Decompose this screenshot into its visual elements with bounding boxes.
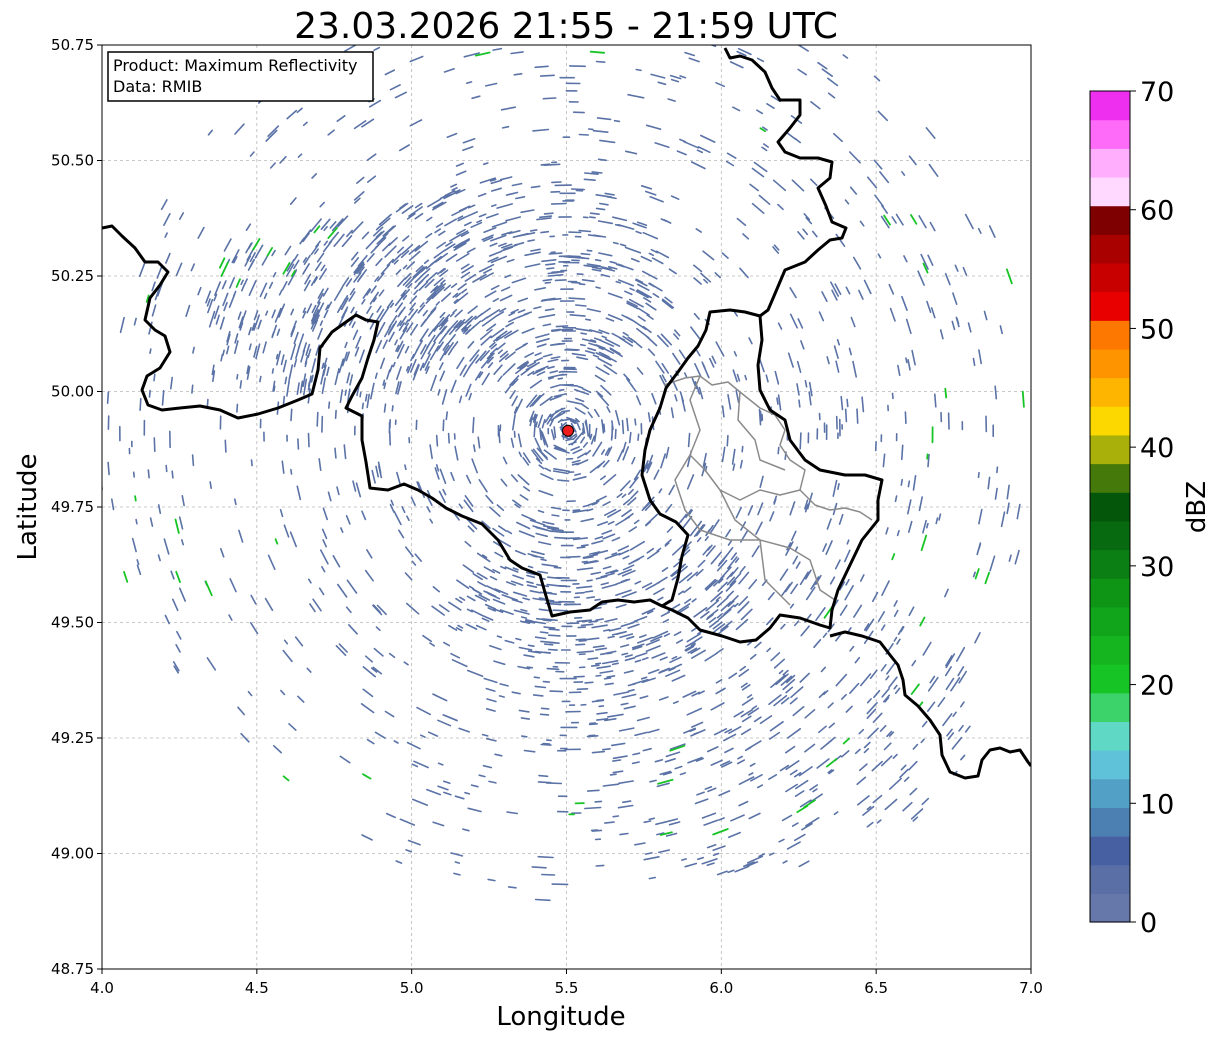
colorbar-segment: [1090, 492, 1130, 522]
colorbar-segment: [1090, 692, 1130, 723]
colorbar-segment: [1090, 635, 1130, 665]
colorbar-segment: [1090, 377, 1130, 407]
y-tick-label: 49.25: [51, 729, 94, 747]
colorbar-segment: [1090, 750, 1130, 780]
colorbar-tick-label: 30: [1140, 552, 1174, 583]
x-axis: 4.0 4.5 5.0 5.5 6.0 6.5 7.0: [90, 969, 1043, 997]
colorbar-tick-label: 50: [1140, 314, 1174, 345]
x-tick-label: 4.5: [245, 979, 269, 997]
colorbar-label: dBZ: [1182, 481, 1212, 533]
echo-texture-moderate: [123, 50, 1025, 836]
colorbar-segment: [1090, 148, 1130, 178]
x-tick-label: 6.0: [709, 979, 733, 997]
colorbar-tick-label: 0: [1140, 908, 1157, 939]
y-tick-label: 49.00: [51, 845, 94, 863]
colorbar: 0 10 20 30 40 50 60 70 dBZ: [1089, 77, 1212, 939]
colorbar-segment: [1090, 520, 1130, 551]
map-panel: Product: Maximum Reflectivity Data: RMIB: [101, 44, 1032, 970]
colorbar-tick-label: 70: [1140, 77, 1174, 108]
colorbar-segment: [1090, 406, 1130, 436]
colorbar-segment: [1090, 721, 1130, 751]
y-axis-label: Latitude: [13, 453, 43, 560]
colorbar-segment: [1090, 836, 1130, 866]
colorbar-segment: [1090, 262, 1130, 293]
colorbar-segment: [1090, 893, 1130, 923]
france-germany-border: [829, 630, 1031, 780]
x-axis-label: Longitude: [496, 1002, 625, 1032]
colorbar-segment: [1090, 320, 1130, 350]
colorbar-segment: [1090, 91, 1130, 121]
colorbar-tick-label: 40: [1140, 433, 1174, 464]
luxembourg-border: [661, 315, 884, 644]
x-tick-label: 4.0: [90, 979, 114, 997]
colorbar-segment: [1090, 176, 1130, 207]
y-tick-label: 50.75: [51, 36, 94, 54]
belgium-france-border: [102, 47, 848, 618]
colorbar-segments: [1090, 91, 1130, 923]
colorbar-tick-label: 10: [1140, 789, 1174, 820]
radar-echoes: [102, 45, 1025, 902]
colorbar-segment: [1090, 606, 1130, 637]
y-tick-label: 50.25: [51, 267, 94, 285]
y-tick-label: 49.75: [51, 498, 94, 516]
y-tick-label: 50.00: [51, 383, 94, 401]
y-axis: 48.75 49.00 49.25 49.50 49.75 50.00 50.25 50.50…: [51, 36, 102, 978]
colorbar-segment: [1090, 463, 1130, 493]
colorbar-segment: [1090, 807, 1130, 837]
colorbar-segment: [1090, 205, 1130, 235]
colorbar-tick-label: 20: [1140, 671, 1174, 702]
x-tick-label: 6.5: [864, 979, 888, 997]
country-borders: [102, 47, 1031, 780]
info-box: Product: Maximum Reflectivity Data: RMIB: [107, 51, 374, 102]
colorbar-segment: [1090, 778, 1130, 808]
province-border: [663, 375, 873, 606]
x-tick-label: 7.0: [1019, 979, 1043, 997]
colorbar-segment: [1090, 348, 1130, 379]
colorbar-segment: [1090, 291, 1130, 321]
info-data-source: Data: RMIB: [113, 77, 202, 96]
colorbar-tick-label: 60: [1140, 196, 1174, 227]
echo-texture-low: [102, 45, 1021, 902]
colorbar-ticks: 0 10 20 30 40 50 60 70: [1130, 77, 1174, 939]
radar-site-marker: [562, 424, 575, 437]
colorbar-segment: [1090, 578, 1130, 608]
y-tick-label: 48.75: [51, 960, 94, 978]
colorbar-segment: [1090, 864, 1130, 894]
y-tick-label: 49.50: [51, 614, 94, 632]
figure-title: 23.03.2026 21:55 - 21:59 UTC: [294, 6, 838, 47]
colorbar-segment: [1090, 664, 1130, 694]
y-tick-label: 50.50: [51, 152, 94, 170]
colorbar-frame: [1089, 90, 1131, 923]
colorbar-segment: [1090, 434, 1130, 465]
x-tick-label: 5.5: [555, 979, 579, 997]
colorbar-segment: [1090, 549, 1130, 579]
colorbar-segment: [1090, 119, 1130, 149]
info-product: Product: Maximum Reflectivity: [113, 56, 357, 75]
x-tick-label: 5.0: [400, 979, 424, 997]
colorbar-segment: [1090, 234, 1130, 264]
